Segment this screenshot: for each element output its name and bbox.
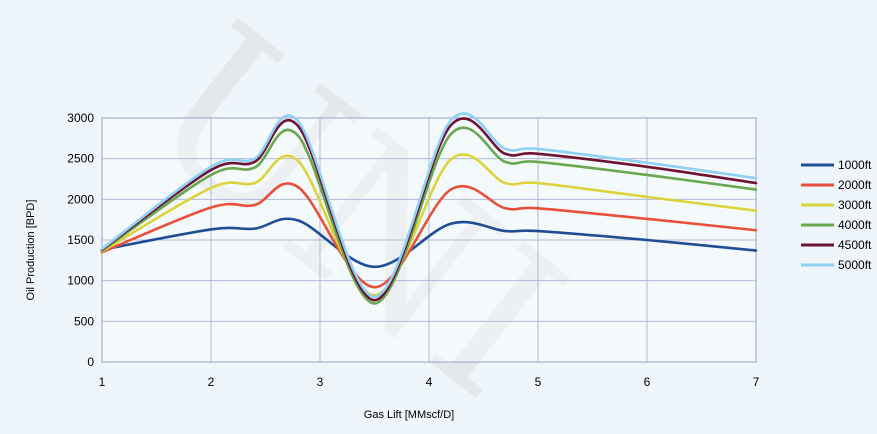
x-tick-label: 6	[644, 375, 651, 389]
y-tick-label: 0	[87, 355, 94, 369]
y-axis-title: Oil Production [BPD]	[25, 200, 37, 301]
legend-label: 2000ft	[838, 178, 872, 192]
x-axis-title: Gas Lift [MMscf/D]	[364, 409, 454, 421]
x-tick-label: 3	[317, 375, 324, 389]
x-tick-label: 1	[99, 375, 106, 389]
series-line-1000ft	[100, 217, 758, 269]
series-line-4500ft	[100, 117, 758, 302]
legend-label: 1000ft	[838, 158, 872, 172]
legend-label: 4000ft	[838, 218, 872, 232]
series-line-5000ft	[100, 112, 758, 299]
y-tick-label: 1500	[67, 233, 94, 247]
x-tick-label: 7	[753, 375, 760, 389]
y-tick-label: 3000	[67, 111, 94, 125]
y-tick-label: 1000	[67, 274, 94, 288]
series-line-4000ft	[100, 126, 758, 305]
series-line-2000ft	[100, 182, 758, 289]
legend-label: 3000ft	[838, 198, 872, 212]
y-tick-label: 2000	[67, 192, 94, 206]
y-tick-label: 500	[74, 314, 94, 328]
plot-frame	[101, 117, 757, 363]
legend: 1000ft 2000ft 3000ft 4000ft 4500ft 5000ft	[801, 158, 872, 272]
x-tick-label: 5	[535, 375, 542, 389]
series-lines	[100, 112, 758, 305]
legend-label: 5000ft	[838, 258, 872, 272]
x-tick-label: 2	[208, 375, 215, 389]
legend-label: 4500ft	[838, 238, 872, 252]
axes: 0 500 1000 1500 2000 2500 3000 1 2 3 4 5 6 7	[67, 111, 759, 389]
y-tick-label: 2500	[67, 152, 94, 166]
x-tick-label: 4	[426, 375, 433, 389]
